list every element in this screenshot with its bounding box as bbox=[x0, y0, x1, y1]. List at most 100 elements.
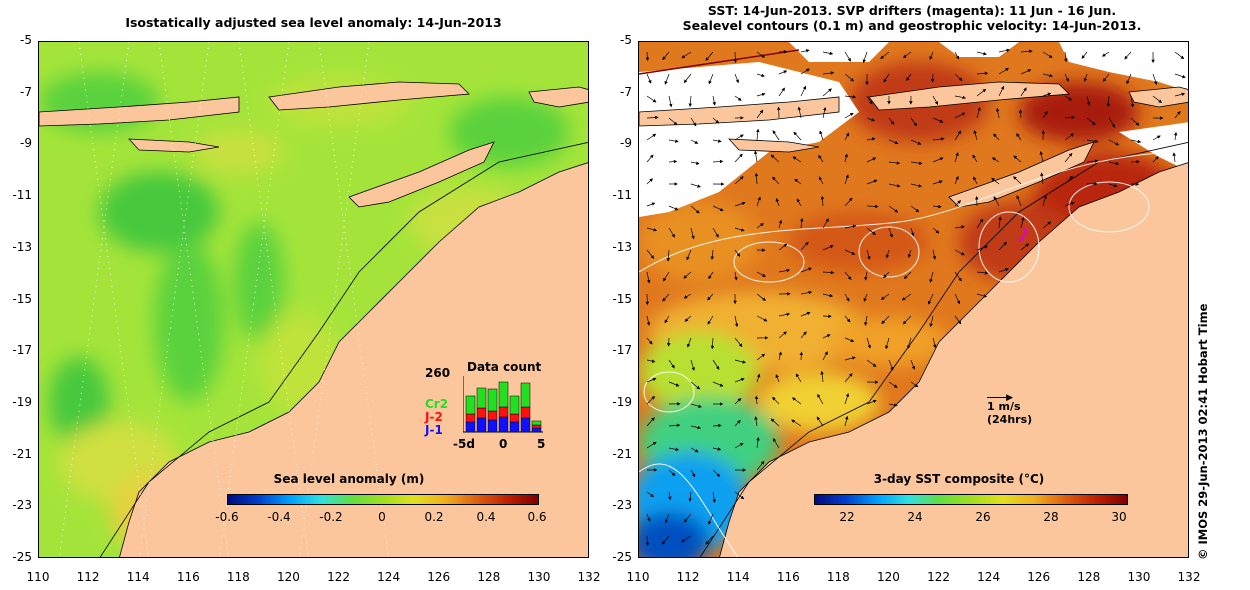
sst-map[interactable]: ▶ 1 m/s (24hrs) 3-day SST composite (°C)… bbox=[638, 41, 1189, 558]
lat-tick-label: -5 bbox=[620, 33, 632, 47]
velocity-arrow bbox=[712, 139, 722, 143]
velocity-arrow bbox=[866, 157, 877, 163]
velocity-arrow bbox=[844, 153, 848, 163]
velocity-arrow bbox=[800, 49, 810, 53]
velocity-arrow bbox=[800, 217, 804, 229]
velocity-arrow bbox=[998, 68, 1010, 75]
velocity-arrow bbox=[1018, 109, 1023, 119]
velocity-arrow bbox=[1020, 87, 1027, 97]
velocity-arrow bbox=[756, 128, 760, 141]
velocity-arrow bbox=[645, 535, 650, 546]
lat-tick-label: -17 bbox=[612, 343, 632, 358]
velocity-arrow bbox=[690, 447, 699, 453]
lat-tick-label: -5 bbox=[20, 33, 32, 47]
velocity-arrow bbox=[910, 227, 915, 237]
velocity-arrow bbox=[866, 137, 876, 141]
velocity-arrow bbox=[734, 442, 744, 449]
velocity-arrow bbox=[734, 315, 739, 328]
velocity-arrow bbox=[778, 87, 785, 97]
velocity-arrow bbox=[778, 243, 788, 251]
sst-tick: 30 bbox=[1111, 510, 1127, 524]
velocity-arrow bbox=[734, 271, 738, 281]
velocity-arrow bbox=[819, 130, 824, 141]
velocity-arrow bbox=[954, 152, 959, 163]
velocity-arrow bbox=[1086, 159, 1099, 163]
velocity-arrow bbox=[646, 441, 657, 449]
velocity-arrow bbox=[705, 51, 714, 61]
sst-colorbar-ticks: 22 24 26 28 30 bbox=[819, 510, 1139, 526]
velocity-arrow bbox=[1081, 51, 1088, 59]
data-count-bar-segment bbox=[520, 417, 531, 433]
velocity-arrow bbox=[976, 71, 989, 76]
velocity-arrow bbox=[646, 95, 657, 103]
velocity-arrow bbox=[1174, 92, 1186, 97]
velocity-arrow bbox=[1020, 243, 1030, 251]
velocity-arrow bbox=[663, 271, 670, 282]
data-count-bar-segment bbox=[476, 417, 487, 433]
velocity-arrow bbox=[844, 73, 855, 82]
velocity-arrow bbox=[778, 268, 791, 273]
velocity-arrow bbox=[681, 51, 692, 59]
lat-tick-label: -13 bbox=[612, 239, 632, 254]
velocity-arrow bbox=[1101, 51, 1110, 57]
lon-tick-label: 112 bbox=[76, 570, 100, 584]
data-count-inset: 260 Data count Cr2 J-2 J-1 -5d 0 5 bbox=[419, 360, 579, 451]
velocity-arrow bbox=[954, 293, 961, 305]
data-count-xtick-minus5: -5d bbox=[453, 437, 475, 451]
velocity-arrow bbox=[866, 204, 879, 209]
velocity-arrow bbox=[976, 271, 989, 275]
velocity-arrow bbox=[866, 95, 873, 105]
velocity-arrow bbox=[910, 139, 922, 145]
velocity-arrow bbox=[690, 381, 701, 390]
velocity-arrow bbox=[646, 396, 655, 405]
velocity-arrow bbox=[684, 315, 692, 322]
velocity-arrow bbox=[712, 159, 724, 164]
velocity-arrow bbox=[756, 109, 764, 119]
velocity-arrow bbox=[792, 156, 802, 163]
velocity-arrow bbox=[734, 134, 744, 141]
lon-tick-label: 122 bbox=[927, 570, 950, 584]
velocity-arrow bbox=[646, 133, 657, 141]
velocity-arrow bbox=[1064, 175, 1073, 185]
velocity-arrow bbox=[844, 197, 853, 207]
velocity-arrow bbox=[668, 381, 680, 387]
sea-level-anomaly-map[interactable]: 260 Data count Cr2 J-2 J-1 -5d 0 5 Sea l… bbox=[38, 41, 589, 558]
left-map-title: Isostatically adjusted sea level anomaly… bbox=[125, 15, 502, 30]
velocity-arrow bbox=[910, 359, 916, 370]
velocity-arrow bbox=[866, 359, 877, 367]
velocity-arrow bbox=[734, 249, 741, 257]
velocity-arrow bbox=[954, 112, 966, 119]
velocity-arrow bbox=[778, 219, 783, 229]
velocity-arrow bbox=[844, 249, 856, 255]
data-count-max-label: 260 bbox=[425, 366, 451, 380]
velocity-arrow bbox=[954, 51, 960, 60]
velocity-arrow bbox=[756, 353, 766, 361]
velocity-arrow bbox=[1042, 194, 1047, 207]
velocity-arrow bbox=[1108, 139, 1120, 146]
data-count-xtick-5: 5 bbox=[537, 437, 546, 451]
velocity-arrow bbox=[1086, 139, 1099, 143]
velocity-arrow bbox=[932, 249, 937, 260]
velocity-arrow bbox=[734, 398, 742, 405]
velocity-arrow bbox=[1064, 51, 1068, 63]
velocity-arrow bbox=[866, 179, 878, 185]
velocity-arrow bbox=[712, 381, 724, 387]
data-count-bar-segment bbox=[509, 395, 520, 415]
velocity-arrow bbox=[1020, 216, 1025, 229]
lat-tick-label: -13 bbox=[12, 239, 32, 254]
velocity-arrow bbox=[888, 183, 901, 188]
velocity-arrow bbox=[954, 271, 962, 282]
data-count-bar-segment bbox=[476, 387, 487, 409]
velocity-arrow bbox=[818, 154, 824, 163]
velocity-arrow bbox=[998, 85, 1005, 97]
velocity-arrow bbox=[844, 95, 857, 99]
sla-tick: 0.6 bbox=[527, 510, 547, 524]
velocity-arrow bbox=[1130, 139, 1142, 144]
velocity-arrow bbox=[690, 183, 701, 188]
velocity-arrow bbox=[668, 95, 673, 108]
velocity-arrow bbox=[712, 117, 720, 124]
lon-tick-label: 130 bbox=[527, 570, 551, 584]
velocity-arrow bbox=[756, 315, 768, 322]
velocity-arrow bbox=[844, 132, 850, 141]
velocity-arrow bbox=[1039, 151, 1044, 163]
